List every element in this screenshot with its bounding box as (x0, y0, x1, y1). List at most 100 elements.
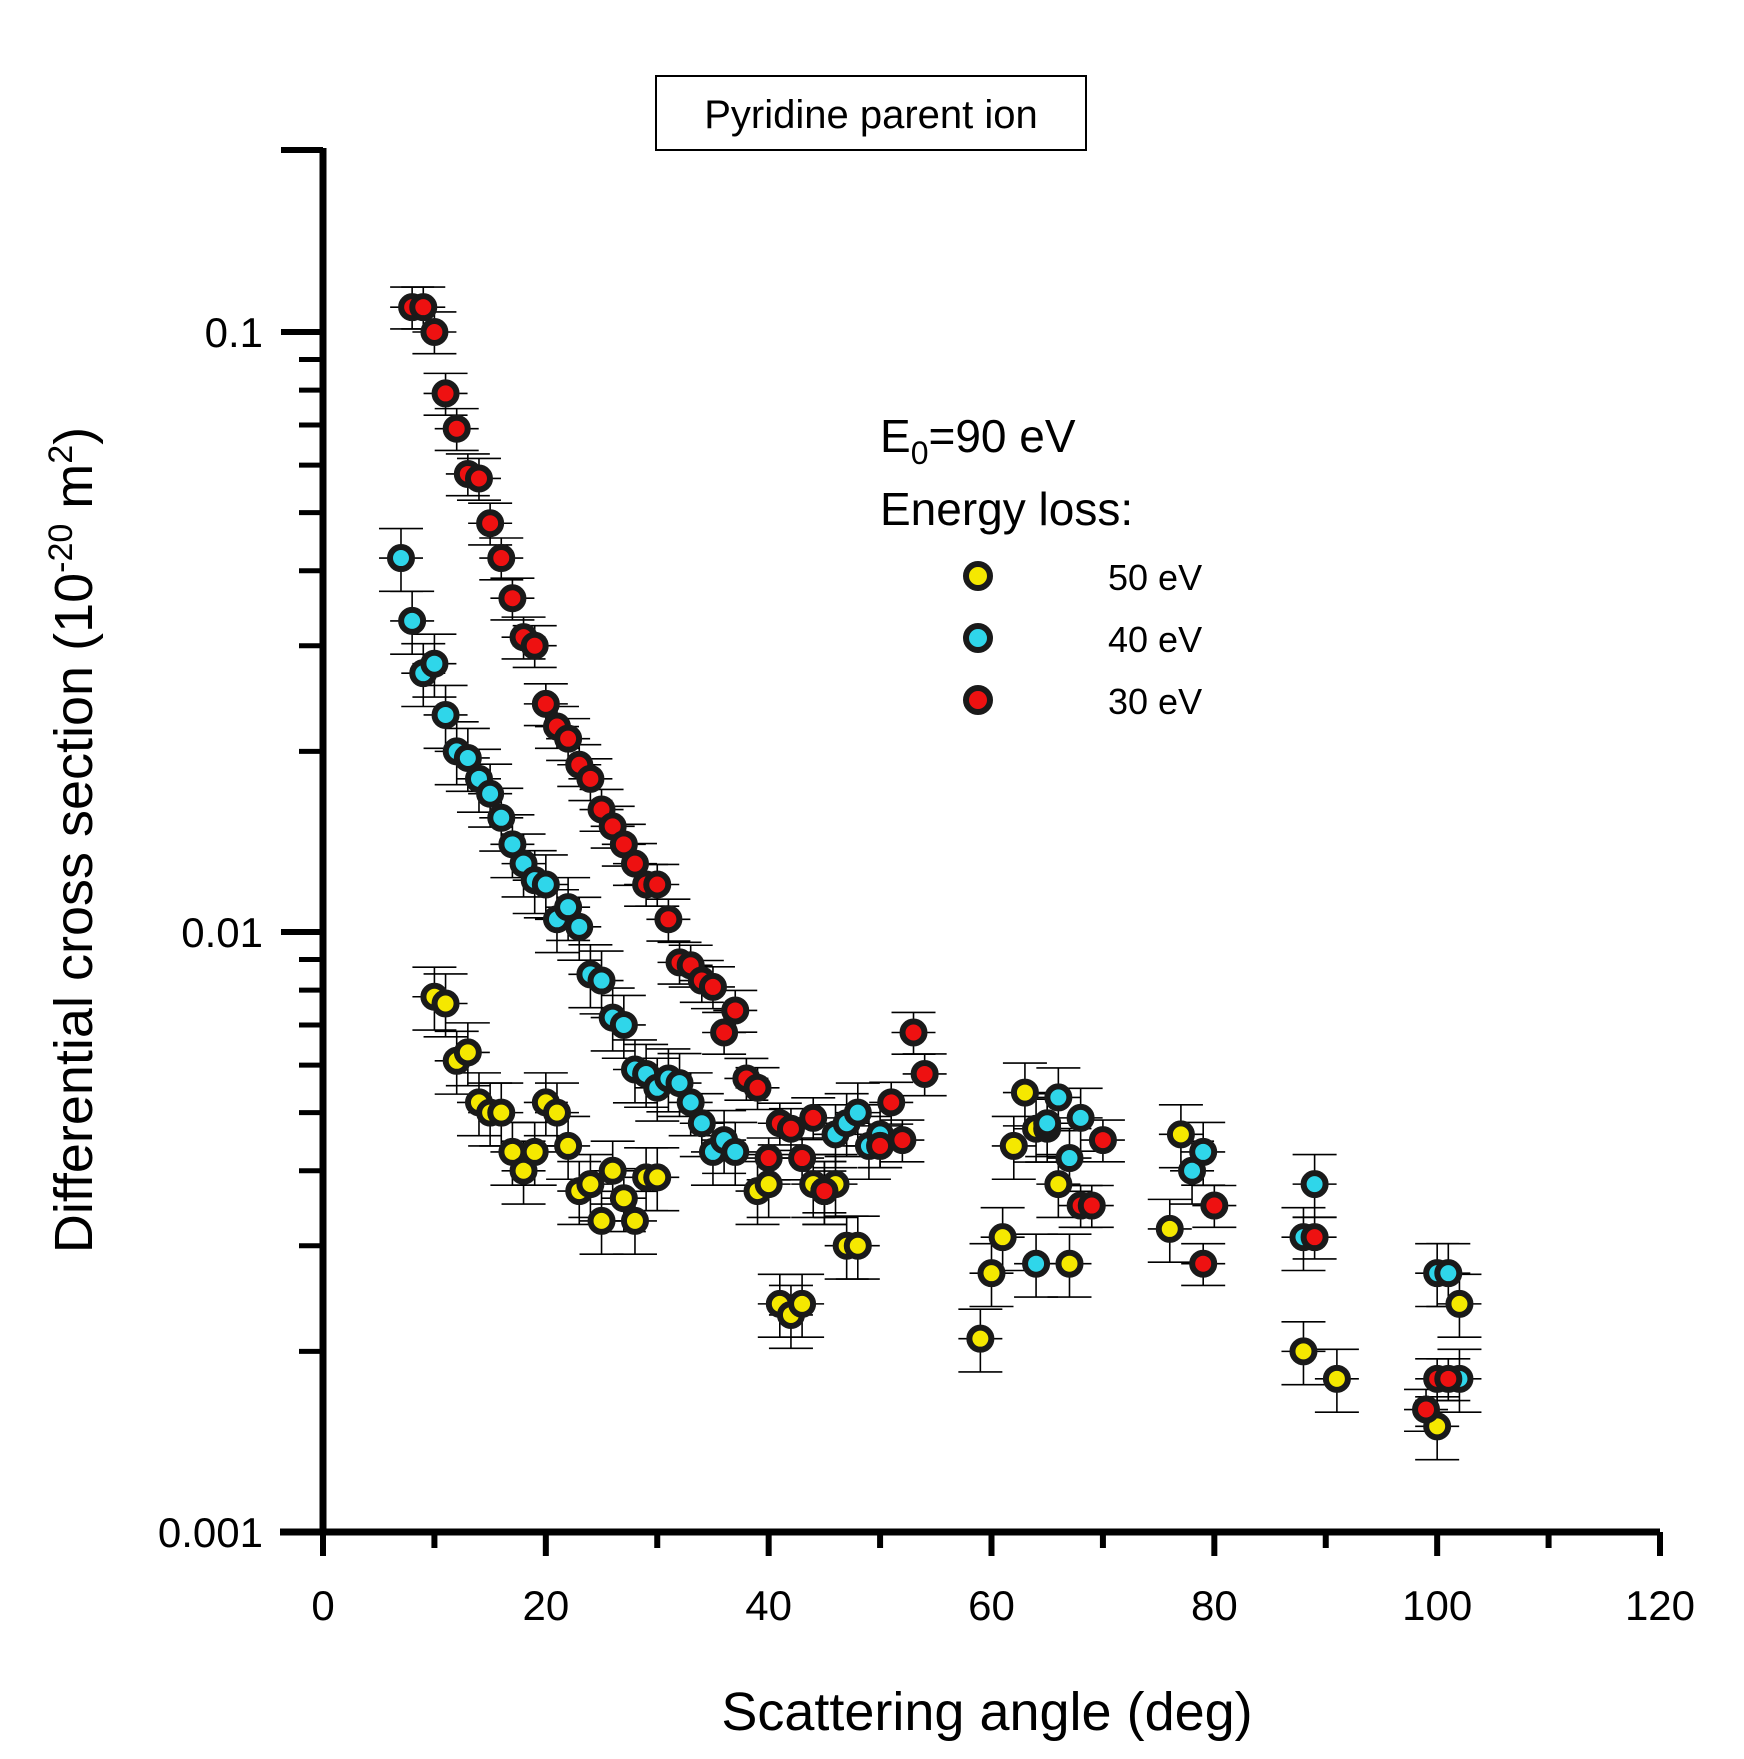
data-point (776, 1114, 805, 1143)
data-point (643, 1163, 672, 1192)
data-point (1044, 1170, 1073, 1199)
data-point (687, 1109, 716, 1138)
data-point (409, 293, 438, 322)
axes (280, 148, 1660, 1536)
data-point (788, 1144, 817, 1173)
data-point (788, 1289, 817, 1318)
y-tick-label: 0.1 (205, 309, 263, 356)
data-point (453, 1038, 482, 1067)
data-point (464, 464, 493, 493)
y-tick-label: 0.001 (158, 1509, 263, 1556)
data-point (520, 631, 549, 660)
legend-marker (963, 623, 993, 653)
data-point (966, 1324, 995, 1353)
data-point (721, 1137, 750, 1166)
data-point (542, 1098, 571, 1127)
data-point (999, 1131, 1028, 1160)
e0-annotation: E0=90 eV (880, 410, 1076, 471)
data-point (420, 318, 449, 346)
data-point (620, 849, 649, 878)
legend-marker (963, 685, 993, 715)
data-point (754, 1170, 783, 1199)
data-point (1166, 1120, 1195, 1149)
data-point (431, 700, 460, 729)
y-axis-title-unit: m (44, 464, 104, 524)
data-point (576, 764, 605, 793)
y-axis-title-unit-exp: 2 (42, 445, 80, 464)
data-point (487, 1098, 516, 1127)
data-point (520, 1137, 549, 1166)
data-point (1189, 1249, 1218, 1278)
y-axis-title-close: ) (44, 427, 104, 445)
y-axis-title-main: Differential cross section (10 (44, 573, 104, 1253)
x-tick-label: 80 (1191, 1582, 1238, 1629)
data-point (977, 1259, 1006, 1288)
y-axis-title-exp: -20 (42, 524, 80, 573)
x-tick-label: 120 (1625, 1582, 1695, 1629)
data-point (1088, 1126, 1117, 1155)
chart-title-border (655, 75, 1087, 151)
chart-title-box: Pyridine parent ion (655, 75, 1087, 151)
data-point (888, 1126, 917, 1155)
data-point (554, 893, 583, 922)
data-point (843, 1231, 872, 1260)
data-point (487, 544, 516, 573)
data-point (743, 1073, 772, 1102)
data-point (721, 996, 750, 1025)
data-point (587, 1206, 616, 1235)
y-axis-title: Differential cross section (10-20 m2) (42, 427, 104, 1253)
data-point (609, 1184, 638, 1213)
y-tick-label: 0.01 (181, 909, 263, 956)
data-point (1434, 1259, 1463, 1288)
x-ticks: 0 20 40 60 80 100 120 (311, 1532, 1695, 1629)
data-point (1200, 1191, 1229, 1220)
e0-rest: =90 eV (928, 410, 1075, 462)
data-point (1155, 1214, 1184, 1243)
data-point (799, 1103, 828, 1132)
data-point (899, 1018, 928, 1047)
data-point (1055, 1249, 1084, 1278)
data-point (1445, 1289, 1474, 1318)
legend-label: 30 eV (1108, 681, 1202, 722)
e0-sub: 0 (911, 435, 929, 471)
data-point (810, 1177, 839, 1206)
x-tick-label: 60 (968, 1582, 1015, 1629)
data-point (1322, 1364, 1351, 1393)
data-point (487, 803, 516, 832)
data-point (398, 606, 427, 635)
x-axis-title: Scattering angle (deg) (721, 1682, 1252, 1742)
legend-label: 40 eV (1108, 619, 1202, 660)
data-point (453, 743, 482, 772)
energy-loss-label: Energy loss: (880, 483, 1133, 535)
y-ticks: 0.001 0.01 0.1 (158, 147, 323, 1556)
data-point (866, 1131, 895, 1160)
data-point (1044, 1083, 1073, 1112)
data-point (420, 649, 449, 678)
legend-label: 50 eV (1108, 557, 1202, 598)
data-point (698, 972, 727, 1001)
data-point (531, 689, 560, 718)
data-point (498, 584, 527, 613)
e0-main: E (880, 410, 911, 462)
data-point (531, 870, 560, 899)
data-point (877, 1088, 906, 1117)
data-point (1300, 1223, 1329, 1252)
data-point (1412, 1395, 1441, 1424)
data-point (1022, 1249, 1051, 1278)
data-points (386, 293, 1474, 1441)
data-point (910, 1059, 939, 1088)
data-point (620, 1206, 649, 1235)
data-point (754, 1144, 783, 1173)
data-point (598, 1156, 627, 1185)
data-point (1010, 1078, 1039, 1107)
data-point (1189, 1137, 1218, 1166)
data-point (576, 1170, 605, 1199)
data-point (554, 1131, 583, 1160)
data-point (1300, 1170, 1329, 1199)
data-point (587, 966, 616, 995)
data-point (565, 912, 594, 941)
data-point (676, 1088, 705, 1117)
data-point (431, 379, 460, 408)
